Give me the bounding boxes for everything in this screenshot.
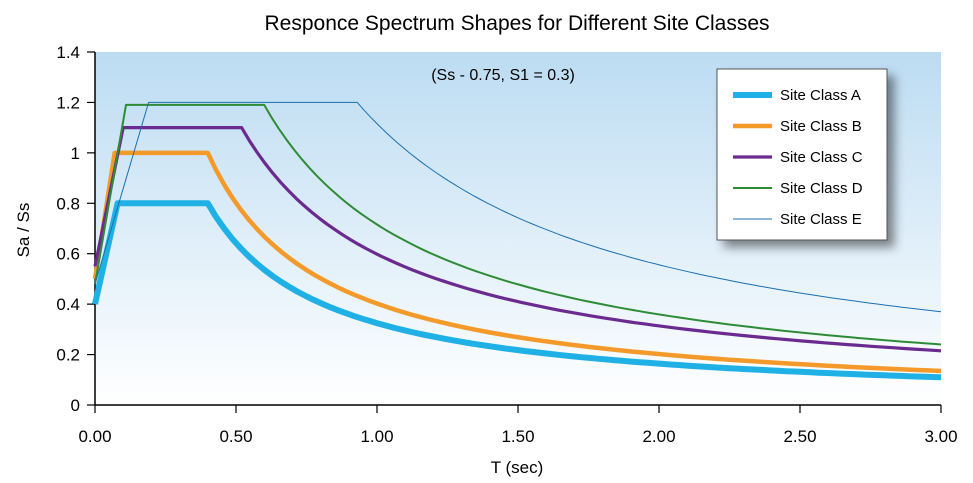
x-tick-label: 3.00 xyxy=(924,427,957,446)
legend-label: Site Class A xyxy=(780,87,861,104)
legend-label: Site Class B xyxy=(780,118,862,135)
y-tick-label: 0.6 xyxy=(56,245,80,264)
y-ticks: 0 0.2 0.4 0.6 0.8 1 1.2 1.4 xyxy=(56,43,95,415)
chart-title: Responce Spectrum Shapes for Different S… xyxy=(264,12,769,35)
x-tick-label: 1.00 xyxy=(360,427,393,446)
y-tick-label: 0 xyxy=(71,396,80,415)
series-line-site-class-a xyxy=(92,200,942,381)
x-tick-label: 0.00 xyxy=(78,427,111,446)
x-ticks: 0.00 0.50 1.00 1.50 2.00 2.50 3.00 xyxy=(78,405,958,446)
legend-label: Site Class C xyxy=(780,149,863,166)
series-line-site-class-c xyxy=(93,126,942,353)
y-tick-label: 1 xyxy=(71,144,80,163)
y-tick-label: 1.2 xyxy=(56,93,80,112)
y-tick-label: 0.4 xyxy=(56,295,80,314)
y-tick-label: 0.8 xyxy=(56,194,80,213)
y-tick-label: 0.2 xyxy=(56,346,80,365)
x-axis-label: T (sec) xyxy=(491,458,544,477)
series-line-site-class-b xyxy=(92,150,942,374)
x-tick-label: 2.00 xyxy=(642,427,675,446)
x-tick-label: 1.50 xyxy=(501,427,534,446)
y-tick-label: 1.4 xyxy=(56,43,80,62)
legend-label: Site Class E xyxy=(780,211,862,228)
y-axis-label: Sa / Ss xyxy=(14,203,33,258)
series-line-site-class-e xyxy=(94,101,942,313)
series-lines xyxy=(92,101,942,381)
chart-annotation: (Ss - 0.75, S1 = 0.3) xyxy=(431,67,575,84)
x-tick-label: 0.50 xyxy=(219,427,252,446)
legend-items: Site Class A Site Class B Site Class C Site… xyxy=(733,87,863,228)
legend: Site Class A Site Class B Site Class C Site… xyxy=(716,68,888,241)
series-line-site-class-d xyxy=(94,103,942,346)
x-tick-label: 2.50 xyxy=(783,427,816,446)
legend-label: Site Class D xyxy=(780,180,863,197)
